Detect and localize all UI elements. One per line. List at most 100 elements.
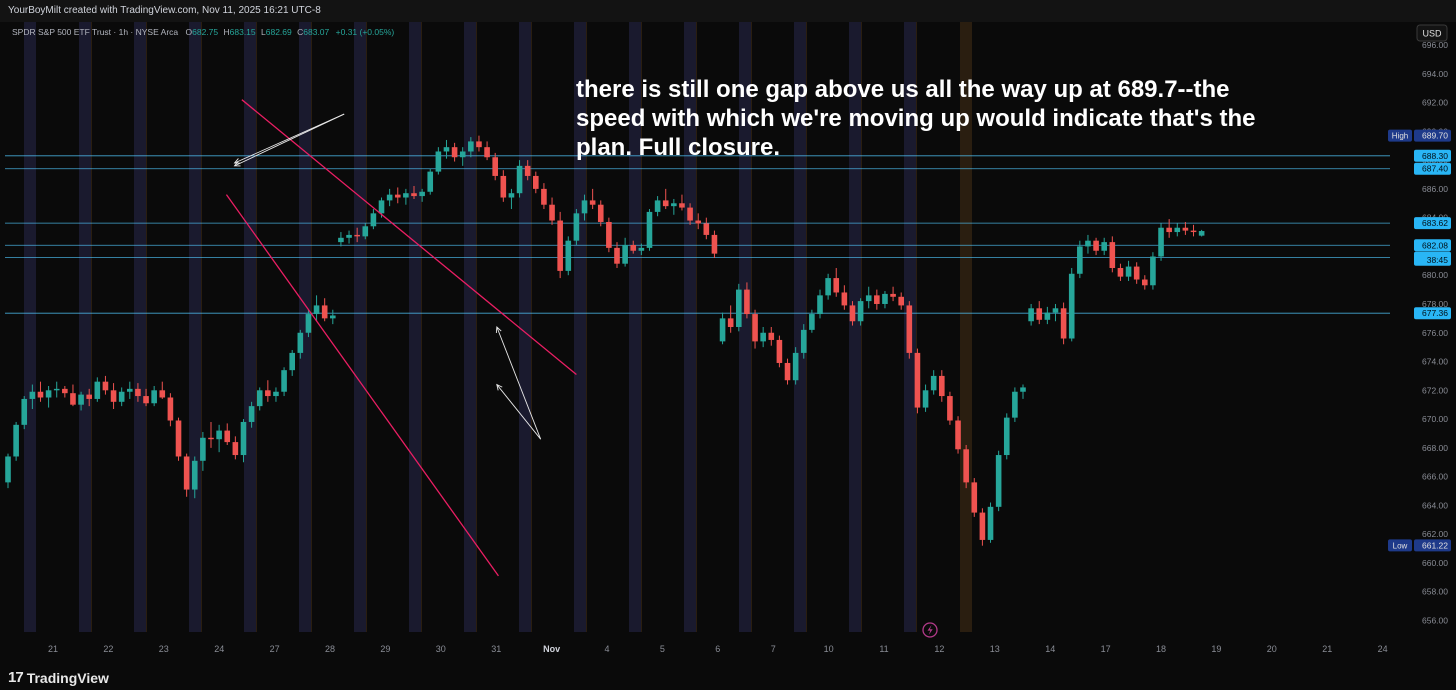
candle-body	[630, 244, 637, 251]
candle-body	[898, 296, 904, 306]
candle-body	[484, 147, 490, 158]
candle-body	[321, 305, 328, 319]
candle-body	[1109, 242, 1116, 269]
candle-body	[1003, 417, 1010, 456]
legend-h-label: H	[224, 27, 230, 37]
arrow-head	[496, 383, 503, 391]
candle-body	[118, 391, 125, 402]
low-tag-label: Low	[1393, 541, 1408, 550]
legend-c-label: C	[297, 27, 303, 37]
candle-body	[809, 314, 815, 330]
price-tick: 692.00	[1422, 98, 1448, 108]
candle-body	[167, 397, 174, 421]
candle-body	[313, 305, 320, 315]
post-market-band	[960, 22, 972, 632]
candle-body	[776, 339, 783, 363]
price-tick: 680.00	[1422, 270, 1448, 280]
candle-body	[175, 420, 182, 457]
candle-body	[297, 332, 304, 353]
legend-o-value: 682.75	[192, 27, 218, 37]
candle-body	[256, 390, 263, 407]
candle-body	[565, 240, 572, 271]
time-tick: 14	[1045, 644, 1055, 654]
candle-body	[703, 223, 710, 235]
price-tick: 664.00	[1422, 500, 1448, 510]
high-tag-label: High	[1392, 132, 1408, 141]
candle-body	[1036, 308, 1043, 320]
candle-body	[768, 332, 775, 340]
candle-body	[232, 442, 239, 456]
candle-body	[70, 393, 76, 405]
candle-body	[695, 220, 701, 224]
pre-market-band	[189, 22, 201, 632]
legend: SPDR S&P 500 ETF Trust · 1h · NYSE Arca …	[12, 27, 394, 37]
candle-body	[248, 406, 255, 422]
candle-body	[719, 318, 726, 342]
candle-body	[78, 394, 84, 405]
candle-body	[500, 175, 507, 198]
candle-body	[987, 506, 994, 540]
time-tick: 22	[103, 644, 113, 654]
candle-body	[825, 278, 831, 296]
candle-body	[1012, 391, 1018, 418]
candle-body	[305, 314, 312, 333]
candlestick-chart[interactable]: SPDR S&P 500 ETF Trust · 1h · NYSE Arca …	[0, 22, 1456, 657]
time-tick: 7	[771, 644, 776, 654]
pre-market-band	[409, 22, 421, 632]
candle-body	[800, 329, 807, 353]
candle-body	[1093, 240, 1099, 251]
candle-body	[1182, 227, 1189, 231]
candle-body	[62, 388, 68, 394]
time-tick: 5	[660, 644, 665, 654]
time-tick: 29	[380, 644, 390, 654]
candle-body	[711, 234, 718, 254]
candle-body	[533, 175, 539, 189]
candle-body	[37, 391, 44, 398]
attribution-text: YourBoyMilt created with TradingView.com…	[8, 5, 321, 16]
annotation-line-2: speed with which we're moving up would i…	[576, 105, 1256, 132]
time-tick: 17	[1101, 644, 1111, 654]
candle-body	[922, 390, 929, 408]
candle-body	[995, 455, 1002, 507]
time-tick: 18	[1156, 644, 1166, 654]
candle-body	[1052, 308, 1059, 313]
pre-market-band	[739, 22, 751, 632]
candle-body	[1125, 266, 1132, 277]
candle-body	[930, 375, 937, 391]
price-tick: 676.00	[1422, 328, 1448, 338]
candle-body	[1158, 227, 1164, 257]
candle-body	[191, 460, 198, 490]
candle-body	[1068, 273, 1075, 339]
candle-body	[378, 200, 385, 214]
price-tick: 662.00	[1422, 529, 1448, 539]
currency-button[interactable]	[1416, 24, 1448, 42]
candle-body	[955, 420, 961, 450]
time-tick: 13	[990, 644, 1000, 654]
tradingview-logo[interactable]: 17 TradingView	[8, 669, 109, 686]
pre-market-band	[794, 22, 806, 632]
candle-body	[1133, 266, 1140, 280]
candle-body	[638, 247, 645, 251]
candle-body	[736, 289, 742, 327]
high-tag-value-bg	[1414, 129, 1451, 142]
candle-body	[1174, 227, 1181, 233]
time-axis[interactable]	[0, 632, 1390, 657]
price-tick: 670.00	[1422, 414, 1448, 424]
chart-background	[0, 22, 1456, 657]
candle-body	[110, 390, 117, 402]
candle-body	[792, 352, 799, 381]
candle-body	[135, 388, 141, 397]
candle-body	[744, 289, 750, 315]
trendline	[241, 99, 577, 375]
price-tick: 696.00	[1422, 40, 1448, 50]
tradingview-wordmark: TradingView	[26, 669, 109, 686]
price-axis-ticks: 656.00 658.00 660.00 662.00 664.00 666.00 668.…	[1422, 40, 1448, 625]
candle-body	[752, 314, 758, 342]
lightning-icon[interactable]	[922, 622, 938, 638]
candle-body	[273, 391, 279, 397]
candle-body	[971, 482, 978, 513]
time-tick: 19	[1211, 644, 1221, 654]
pre-market-band	[299, 22, 311, 632]
high-tag-value: 689.70	[1422, 131, 1448, 141]
candle-body	[687, 207, 693, 221]
